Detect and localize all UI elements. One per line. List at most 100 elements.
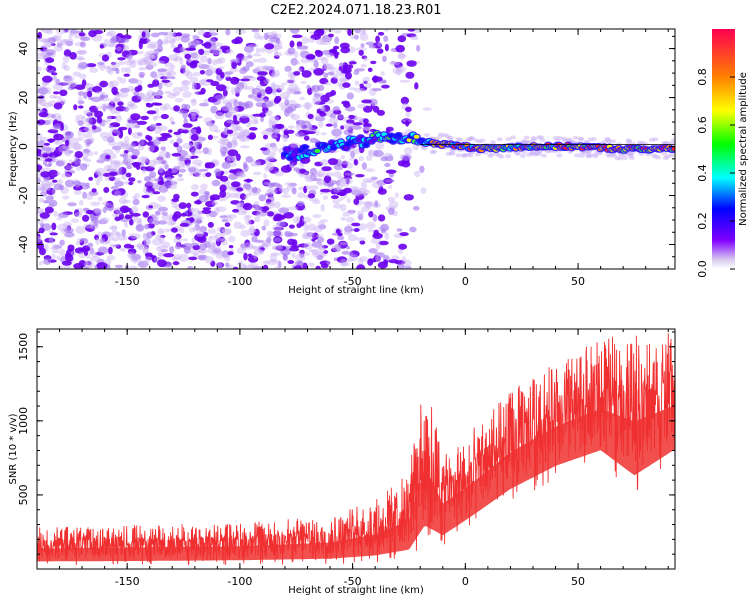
spectrogram-noise-cell — [147, 83, 155, 88]
spectrogram-noise-cell — [44, 163, 52, 167]
spectrogram-noise-cell — [112, 244, 120, 248]
spectrogram-noise-cell — [143, 260, 150, 267]
spectrogram-noise-cell — [38, 260, 44, 266]
spectrogram-noise-cell — [223, 120, 232, 128]
spectrogram-noise-cell — [114, 47, 123, 54]
spectrogram-noise-cell — [37, 164, 43, 171]
spectrogram-noise-cell — [176, 145, 183, 153]
spectrogram-noise-cell — [256, 210, 265, 217]
spectrogram-noise-cell — [174, 98, 184, 103]
spectrogram-noise-cell — [253, 162, 261, 167]
spectrogram-noise-cell — [301, 70, 312, 78]
spectrogram-noise-cell — [339, 258, 348, 267]
spectrogram-noise-cell — [51, 243, 61, 251]
spectrogram-noise-cell — [49, 232, 58, 236]
colorbar-ticks: 0.00.20.40.60.8 — [696, 68, 735, 278]
spectrogram-halo-cell — [519, 154, 526, 158]
spectrogram-noise-cell — [122, 45, 130, 51]
spectrogram-noise-cell — [190, 148, 196, 156]
spectrogram-noise-cell — [372, 232, 383, 239]
spectrogram-noise-cell — [199, 225, 208, 233]
spectrogram-noise-cell — [143, 246, 150, 254]
spectrogram-noise-cell — [243, 252, 248, 261]
spectrogram-noise-cell — [56, 115, 62, 123]
spectrogram-noise-cell — [171, 180, 178, 186]
spectrogram-noise-cell — [234, 105, 245, 112]
spectrogram-noise-cell — [237, 101, 243, 106]
spectrogram-noise-cell — [172, 214, 178, 222]
spectrogram-noise-cell — [290, 57, 298, 66]
spectrogram-noise-cell — [348, 87, 357, 91]
spectrogram-noise-cell — [293, 265, 303, 269]
spectrogram-noise-cell — [214, 206, 220, 215]
spectrogram-noise-cell — [58, 144, 69, 152]
spectrogram-noise-cell — [145, 191, 155, 196]
spectrogram-noise-cell — [198, 79, 206, 85]
spectrogram-noise-cell — [170, 45, 177, 49]
spectrogram-noise-cell — [111, 35, 122, 43]
spectrogram-noise-cell — [37, 177, 41, 183]
spectrogram-noise-cell — [230, 181, 241, 188]
spectrogram-noise-cell — [51, 222, 57, 231]
spectrogram-noise-cell — [153, 73, 159, 81]
spectrogram-noise-cell — [264, 193, 270, 197]
spectrogram-noise-cell — [329, 149, 339, 153]
spectrogram-noise-cell — [63, 65, 70, 71]
spectrogram-noise-cell — [226, 129, 234, 135]
spectrogram-noise-cell — [343, 187, 352, 194]
spectrogram-noise-cell — [398, 243, 407, 250]
spectrogram-noise-cell — [224, 71, 234, 75]
spectrogram-noise-cell — [111, 225, 118, 233]
spectrogram-noise-cell — [254, 207, 260, 211]
spectrogram-noise-cell — [201, 209, 212, 215]
spectrogram-noise-cell — [146, 54, 156, 60]
spectrogram-noise-cell — [152, 140, 159, 147]
spectrogram-noise-cell — [236, 247, 246, 254]
spectrogram-noise-cell — [219, 184, 227, 192]
spectrogram-noise-cell — [188, 141, 194, 146]
spectrogram-noise-cell — [41, 29, 52, 33]
spectrogram-noise-cell — [182, 79, 189, 86]
spectrogram-noise-cell — [46, 52, 54, 56]
spectrogram-noise-cell — [75, 241, 81, 246]
spectrogram-noise-cell — [91, 251, 98, 258]
spectrogram-noise-cell — [136, 51, 144, 55]
spectrogram-noise-cell — [349, 185, 359, 191]
spectrogram-noise-cell — [108, 171, 118, 177]
spectrogram-noise-cell — [299, 66, 305, 72]
spectrogram-noise-cell — [274, 266, 281, 269]
spectrogram-noise-cell — [89, 247, 95, 255]
spectrogram-signal-cell — [363, 143, 369, 148]
spectrogram-noise-cell — [377, 261, 388, 269]
spectrogram-noise-cell — [300, 57, 309, 64]
spectrogram-noise-cell — [123, 221, 129, 228]
spectrogram-noise-cell — [57, 82, 69, 86]
spectrogram-noise-cell — [37, 239, 43, 245]
spectrogram-noise-cell — [61, 62, 67, 70]
spectrogram-halo-cell — [437, 134, 444, 139]
spectrogram-noise-cell — [235, 202, 245, 211]
spectrogram-noise-cell — [384, 43, 389, 52]
spectrogram-noise-cell — [169, 76, 176, 80]
spectrogram-noise-cell — [416, 44, 421, 52]
spectrogram-noise-cell — [144, 252, 153, 257]
colorbar-tick-label: 0.0 — [696, 260, 709, 278]
spectrogram-noise-cell — [291, 114, 300, 121]
spectrogram-noise-cell — [41, 179, 47, 187]
spectrogram-noise-cell — [82, 91, 88, 100]
spectrogram-noise-cell — [316, 56, 327, 61]
spectrogram-noise-cell — [302, 171, 310, 179]
spectrogram-noise-cell — [227, 251, 234, 256]
spectrogram-noise-cell — [284, 99, 290, 107]
spectrogram-noise-cell — [271, 30, 278, 38]
spectrogram-noise-cell — [177, 161, 185, 168]
spectrogram-noise-cell — [104, 38, 109, 44]
spectrogram-noise-cell — [101, 201, 109, 206]
spectrogram-noise-cell — [268, 115, 280, 124]
spectrogram-noise-cell — [122, 152, 129, 160]
spectrogram-noise-cell — [182, 129, 189, 134]
spectrogram-noise-cell — [93, 208, 100, 212]
spectrogram-noise-cell — [189, 227, 196, 233]
spectrogram-noise-cell — [323, 63, 332, 71]
spectrogram-noise-cell — [240, 170, 245, 178]
